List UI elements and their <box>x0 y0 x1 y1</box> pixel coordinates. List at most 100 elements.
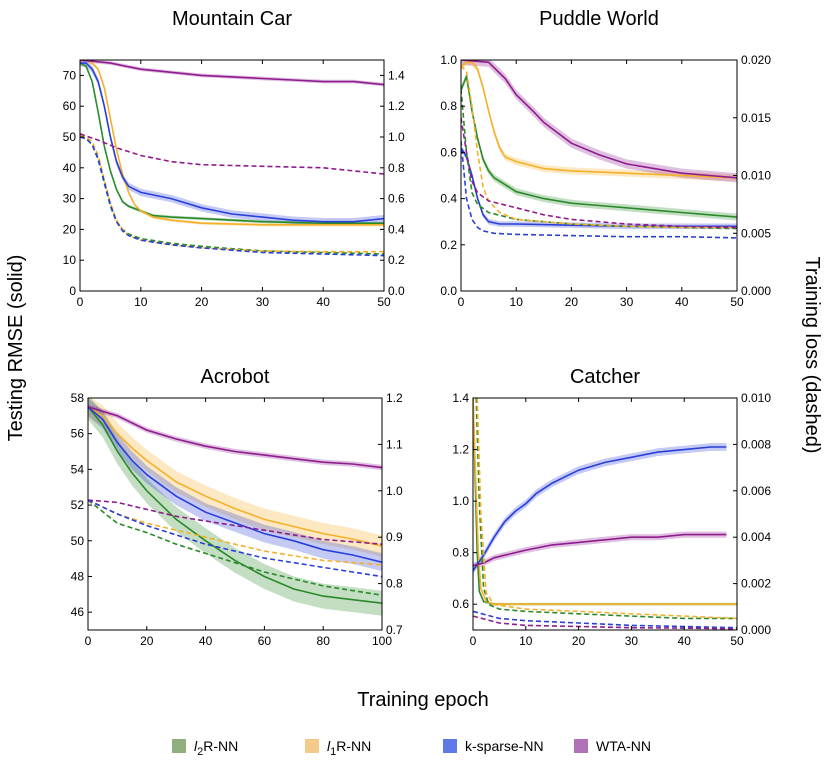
y-tick-label-left: 0.0 <box>440 284 457 298</box>
y-tick-label-right: 1.1 <box>386 437 403 451</box>
rmse-line-l2R-NN <box>461 73 737 218</box>
xlabel: Training epoch <box>357 689 489 711</box>
ci-band-k-sparse-NN <box>80 60 384 226</box>
loss-line-l2R-NN <box>461 88 737 230</box>
loss-line-l1R-NN <box>88 499 382 566</box>
y-tick-label-right: 0.006 <box>741 484 771 498</box>
x-tick-label: 50 <box>730 634 744 648</box>
y-tick-label-left: 0.4 <box>440 192 457 206</box>
x-tick-label: 80 <box>317 634 331 648</box>
x-tick-label: 60 <box>258 634 272 648</box>
y-tick-label-right: 1.2 <box>388 99 405 113</box>
x-tick-label: 0 <box>458 295 465 309</box>
y-tick-label-right: 0.020 <box>741 53 771 67</box>
legend-label: k-sparse-NN <box>465 738 544 754</box>
ci-band-l1R-NN <box>88 398 382 557</box>
y-tick-label-left: 60 <box>63 99 77 113</box>
rmse-line-k-sparse-NN <box>88 406 382 563</box>
loss-line-k-sparse-NN <box>80 136 384 257</box>
x-tick-label: 20 <box>195 295 209 309</box>
loss-line-l2R-NN <box>88 499 382 596</box>
legend-item-WTA-NN: WTA-NN <box>574 738 651 754</box>
legend-label: l2R-NN <box>194 738 238 758</box>
panel-title: Acrobot <box>201 366 270 388</box>
loss-line-l1R-NN <box>461 65 737 229</box>
panel-title: Mountain Car <box>172 8 292 30</box>
x-tick-label: 100 <box>372 634 392 648</box>
legend-item-k-sparse-NN: k-sparse-NN <box>443 738 544 754</box>
rmse-line-k-sparse-NN <box>473 446 727 572</box>
panel-acrobot: Acrobot 0 20 40 60 80 100 46 48 50 52 54 56 58 0.7 0.8 0… <box>71 366 403 648</box>
x-tick-label: 20 <box>140 634 154 648</box>
rmse-line-k-sparse-NN <box>461 147 737 228</box>
ci-band-WTA-NN <box>461 60 737 183</box>
panel-title: Catcher <box>570 366 640 388</box>
x-tick-label: 40 <box>675 295 689 309</box>
legend: l2R-NN l1R-NN k-sparse-NN WTA-NN <box>172 738 651 758</box>
y-tick-label-left: 1.0 <box>452 494 469 508</box>
y-tick-label-left: 52 <box>71 498 85 512</box>
loss-line-l1R-NN <box>476 398 737 620</box>
legend-item-l1R-NN: l1R-NN <box>305 738 371 758</box>
x-tick-label: 30 <box>620 295 634 309</box>
y-tick-label-left: 54 <box>71 462 85 476</box>
y-tick-label-left: 0.6 <box>440 145 457 159</box>
rmse-line-WTA-NN <box>88 406 382 469</box>
panel-mountain-car: Mountain Car 0 10 20 30 40 50 0 10 20 30 40 50 60 70 0.… <box>63 8 405 309</box>
rmse-line-l2R-NN <box>80 62 384 224</box>
x-tick-label: 20 <box>565 295 579 309</box>
ci-band-l1R-NN <box>80 60 384 227</box>
x-tick-label: 30 <box>625 634 639 648</box>
loss-line-l1R-NN <box>80 134 384 253</box>
ci-band-k-sparse-NN <box>473 443 727 575</box>
x-tick-label: 30 <box>256 295 270 309</box>
y-tick-label-right: 0.015 <box>741 111 771 125</box>
y-tick-label-left: 50 <box>71 534 85 548</box>
y-tick-label-right: 0.8 <box>386 577 403 591</box>
ci-band-l2R-NN <box>88 398 382 616</box>
rmse-line-k-sparse-NN <box>80 62 384 223</box>
y-tick-label-right: 0.0 <box>388 284 405 298</box>
x-tick-label: 20 <box>572 634 586 648</box>
x-tick-label: 40 <box>678 634 692 648</box>
y-tick-label-right: 0.6 <box>388 192 405 206</box>
rmse-line-WTA-NN <box>80 60 384 86</box>
ci-band-l2R-NN <box>80 61 384 225</box>
loss-line-l2R-NN <box>475 398 737 620</box>
loss-line-k-sparse-NN <box>461 140 737 239</box>
loss-line-WTA-NN <box>80 133 384 175</box>
y-tick-label-left: 0.2 <box>440 238 457 252</box>
rmse-line-l1R-NN <box>88 406 382 547</box>
legend-swatch <box>305 739 319 753</box>
y-tick-label-left: 0 <box>69 284 76 298</box>
y-tick-label-right: 0.4 <box>388 222 405 236</box>
y-tick-label-right: 0.010 <box>741 391 771 405</box>
rmse-line-l1R-NN <box>473 398 737 606</box>
panel-puddle-world: Puddle World 0 10 20 30 40 50 0.0 0.2 0.4 0.6 0.8 1.… <box>440 8 771 309</box>
y-tick-label-right: 1.4 <box>388 68 405 82</box>
legend-label: l1R-NN <box>327 738 371 758</box>
y-tick-label-left: 0.8 <box>452 546 469 560</box>
y-tick-label-right: 0.8 <box>388 161 405 175</box>
x-tick-label: 10 <box>510 295 524 309</box>
ci-band-l2R-NN <box>473 398 737 606</box>
y-tick-label-left: 0.8 <box>440 99 457 113</box>
y-tick-label-right: 1.0 <box>386 484 403 498</box>
legend-swatch <box>443 739 457 753</box>
panels: Mountain Car 0 10 20 30 40 50 0 10 20 30 40 50 60 70 0.… <box>63 8 772 648</box>
rmse-line-l1R-NN <box>461 61 737 179</box>
x-tick-label: 40 <box>199 634 213 648</box>
rmse-line-WTA-NN <box>461 60 737 179</box>
rmse-line-l1R-NN <box>80 60 384 226</box>
legend-label: WTA-NN <box>596 738 651 754</box>
ci-band-WTA-NN <box>473 531 727 569</box>
y-tick-label-right: 0.010 <box>741 169 771 183</box>
loss-line-k-sparse-NN <box>88 499 382 578</box>
y-tick-label-left: 0.6 <box>452 597 469 611</box>
y-tick-label-right: 0.2 <box>388 253 405 267</box>
y-tick-label-left: 1.2 <box>452 443 469 457</box>
y-tick-label-right: 0.7 <box>386 623 403 637</box>
x-tick-label: 0 <box>470 634 477 648</box>
y-tick-label-left: 1.4 <box>452 391 469 405</box>
